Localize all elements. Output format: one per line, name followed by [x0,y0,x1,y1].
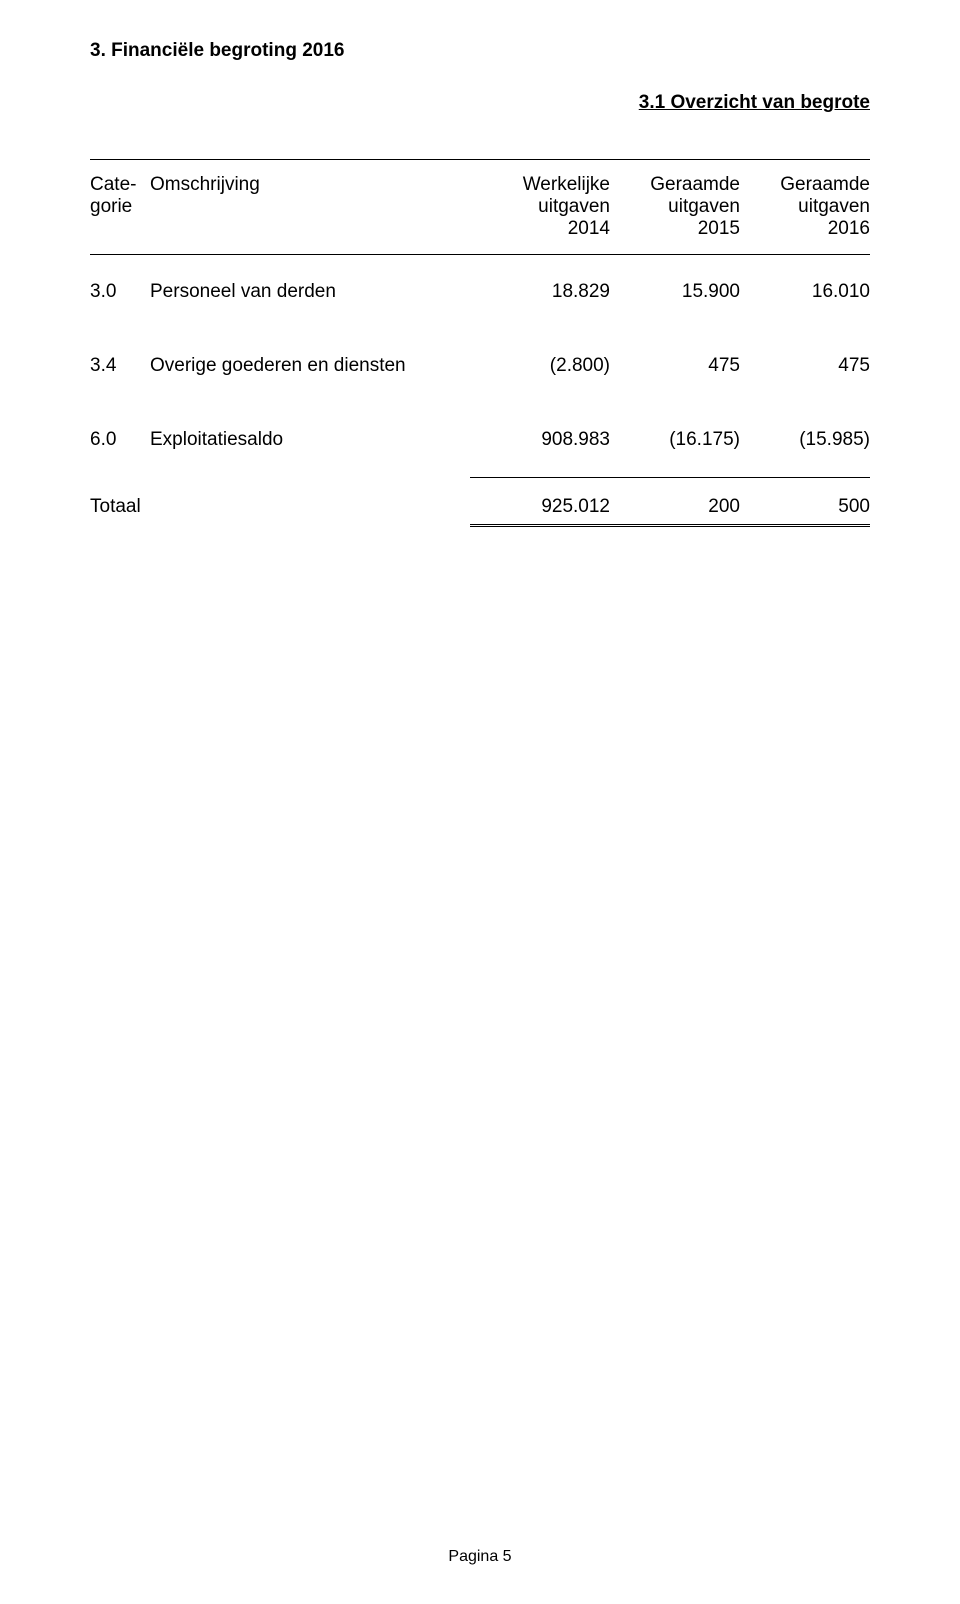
hdr-col-2014: Werkelijke uitgaven 2014 [470,160,610,255]
cell-v3: 16.010 [740,255,870,329]
cell-desc: Overige goederen en diensten [150,329,470,403]
total-v3: 500 [740,478,870,524]
table-row: 3.0 Personeel van derden 18.829 15.900 1… [90,255,870,329]
hdr-c2-l1: Geraamde [650,174,740,195]
cell-v3: 475 [740,329,870,403]
cell-v1: 18.829 [470,255,610,329]
cell-v2: (16.175) [610,403,740,477]
cell-cat: 3.0 [90,255,150,329]
cell-cat: 3.4 [90,329,150,403]
hdr-c1-l1: Werkelijke [523,174,610,195]
total-double-rule [90,524,870,527]
budget-table: Cate- gorie Omschrijving Werkelijke uitg… [90,159,870,527]
hdr-c1-l3: 2014 [568,218,610,239]
section-title: 3. Financiële begroting 2016 [90,40,870,62]
hdr-desc-text: Omschrijving [150,174,260,195]
cell-v3: (15.985) [740,403,870,477]
total-v1: 925.012 [470,478,610,524]
cell-v1: 908.983 [470,403,610,477]
cell-cat: 6.0 [90,403,150,477]
hdr-cat-line2: gorie [90,196,132,217]
total-label: Totaal [90,478,470,524]
hdr-c2-l3: 2015 [698,218,740,239]
cell-desc: Exploitatiesaldo [150,403,470,477]
page-footer: Pagina 5 [0,1548,960,1566]
cell-desc: Personeel van derden [150,255,470,329]
subsection-title: 3.1 Overzicht van begrote [90,92,870,114]
page: 3. Financiële begroting 2016 3.1 Overzic… [0,0,960,1604]
table-header: Cate- gorie Omschrijving Werkelijke uitg… [90,159,870,255]
hdr-c2-l2: uitgaven [668,196,740,217]
cell-v2: 15.900 [610,255,740,329]
hdr-col-2016: Geraamde uitgaven 2016 [740,160,870,255]
total-row: Totaal 925.012 200 500 [90,478,870,524]
hdr-col-2015: Geraamde uitgaven 2015 [610,160,740,255]
hdr-category: Cate- gorie [90,160,150,255]
hdr-cat-line1: Cate- [90,174,136,195]
table-row: 3.4 Overige goederen en diensten (2.800)… [90,329,870,403]
hdr-description: Omschrijving [150,160,470,255]
total-v2: 200 [610,478,740,524]
hdr-c3-l2: uitgaven [798,196,870,217]
table-row: 6.0 Exploitatiesaldo 908.983 (16.175) (1… [90,403,870,477]
hdr-c1-l2: uitgaven [538,196,610,217]
cell-v2: 475 [610,329,740,403]
hdr-c3-l3: 2016 [828,218,870,239]
hdr-c3-l1: Geraamde [780,174,870,195]
cell-v1: (2.800) [470,329,610,403]
